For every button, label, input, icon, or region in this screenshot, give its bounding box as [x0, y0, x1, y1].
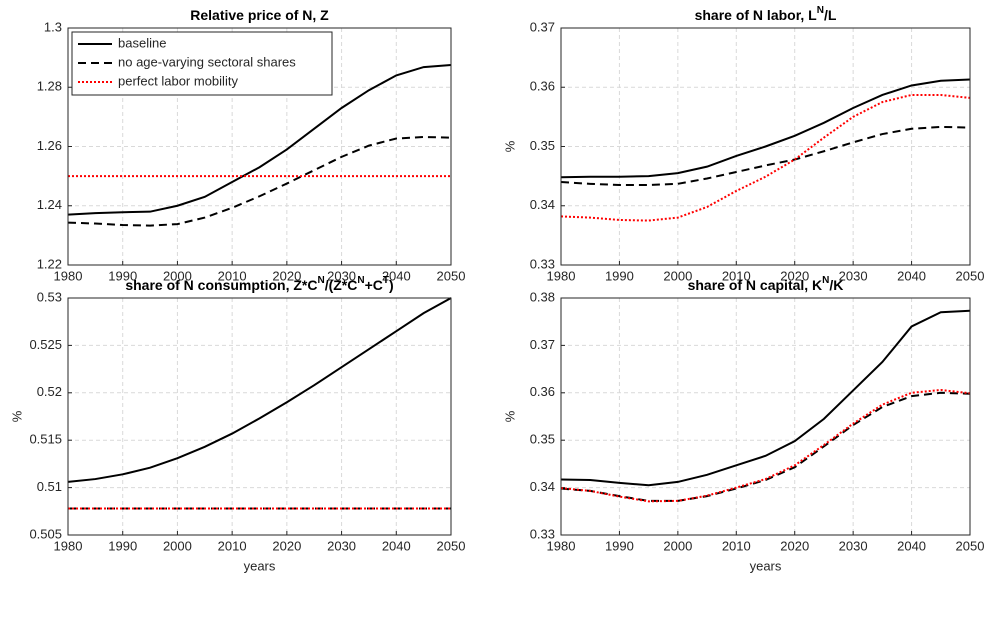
x-tick-label: 1990 [605, 268, 634, 283]
series-line [67, 136, 452, 227]
y-tick-label: 0.53 [37, 289, 62, 304]
x-tick-label: 1990 [108, 538, 137, 553]
x-tick-label: 2040 [382, 268, 411, 283]
axes-box [560, 297, 971, 536]
y-tick-label: 1.3 [44, 19, 62, 34]
y-axis-label: % [502, 140, 517, 152]
axes-box [67, 297, 452, 536]
axes-box [67, 27, 452, 266]
axes-box [560, 27, 971, 266]
y-tick-label: 0.505 [29, 526, 62, 541]
y-tick-label: 0.515 [29, 432, 62, 447]
x-tick-label: 2040 [382, 538, 411, 553]
y-tick-label: 0.38 [530, 289, 555, 304]
y-tick-label: 0.35 [530, 432, 555, 447]
x-tick-label: 2040 [897, 538, 926, 553]
x-tick-label: 2030 [839, 538, 868, 553]
x-tick-label: 2000 [163, 268, 192, 283]
y-tick-label: 0.36 [530, 79, 555, 94]
x-tick-label: 2010 [218, 268, 247, 283]
y-tick-label: 0.52 [37, 384, 62, 399]
title-superscript: N [817, 5, 824, 16]
title-part: share of N capital, K [688, 277, 823, 293]
x-tick-label: 2050 [437, 268, 466, 283]
x-tick-label: 2030 [839, 268, 868, 283]
y-tick-label: 1.28 [37, 79, 62, 94]
x-tick-label: 2030 [327, 268, 356, 283]
y-tick-label: 1.26 [37, 138, 62, 153]
title-part: ) [389, 277, 394, 293]
y-tick-label: 0.525 [29, 337, 62, 352]
series-line [67, 297, 452, 483]
x-tick-label: 1980 [54, 268, 83, 283]
y-tick-label: 0.35 [530, 138, 555, 153]
series-line [560, 309, 971, 487]
x-tick-label: 2050 [956, 268, 985, 283]
x-tick-label: 2050 [956, 538, 985, 553]
title-part: Relative price of N, Z [190, 7, 329, 23]
y-tick-label: 1.24 [37, 197, 62, 212]
series-line [560, 93, 971, 222]
x-tick-label: 1980 [547, 268, 576, 283]
x-axis-label: years [750, 558, 782, 573]
y-tick-label: 0.34 [530, 479, 555, 494]
x-tick-label: 2000 [163, 538, 192, 553]
title-part: +C [365, 277, 383, 293]
title-part: share of N labor, L [695, 7, 818, 23]
x-tick-label: 2000 [663, 268, 692, 283]
x-tick-label: 2010 [722, 268, 751, 283]
x-tick-label: 1990 [605, 538, 634, 553]
x-tick-label: 2050 [437, 538, 466, 553]
chart-title: share of N capital, KN​/K [688, 275, 844, 293]
series-line [560, 388, 971, 503]
chart-title: share of N labor, LN​/L [695, 5, 837, 23]
title-part: /L [824, 7, 837, 23]
x-tick-label: 2030 [327, 538, 356, 553]
title-superscript: T [383, 275, 389, 286]
y-tick-label: 0.34 [530, 197, 555, 212]
y-axis-label: % [9, 410, 24, 422]
x-tick-label: 2010 [218, 538, 247, 553]
title-superscript: N [357, 275, 364, 286]
x-axis-label: years [244, 558, 276, 573]
y-tick-label: 1.22 [37, 256, 62, 271]
x-tick-label: 2020 [272, 268, 301, 283]
legend-label: no age-varying sectoral shares [118, 54, 296, 69]
y-tick-label: 0.37 [530, 337, 555, 352]
title-part: /K [829, 277, 843, 293]
title-part: /(Z*C [325, 277, 358, 293]
y-tick-label: 0.36 [530, 384, 555, 399]
series-line [67, 64, 452, 216]
x-tick-label: 2020 [780, 268, 809, 283]
x-tick-label: 2020 [272, 538, 301, 553]
x-tick-label: 2040 [897, 268, 926, 283]
y-tick-label: 0.37 [530, 19, 555, 34]
legend-box [71, 31, 333, 96]
title-part: share of N consumption, Z*C [125, 277, 317, 293]
chart-title: share of N consumption, Z*CN​/(Z*CN​+CT​… [125, 275, 393, 293]
x-tick-label: 1980 [54, 538, 83, 553]
plot-area [561, 298, 970, 535]
title-superscript: N [317, 275, 324, 286]
x-tick-label: 2010 [722, 538, 751, 553]
y-axis-label: % [502, 410, 517, 422]
chart-title: Relative price of N, Z [190, 7, 329, 23]
legend-label: perfect labor mobility [118, 73, 238, 88]
x-tick-label: 1990 [108, 268, 137, 283]
legend-label: baseline [118, 35, 166, 50]
y-tick-label: 0.33 [530, 526, 555, 541]
y-tick-label: 0.33 [530, 256, 555, 271]
y-tick-label: 0.51 [37, 479, 62, 494]
series-line [560, 125, 971, 187]
series-line [560, 78, 971, 179]
x-tick-label: 2000 [663, 538, 692, 553]
title-superscript: N [822, 275, 829, 286]
x-tick-label: 2020 [780, 538, 809, 553]
x-tick-label: 1980 [547, 538, 576, 553]
